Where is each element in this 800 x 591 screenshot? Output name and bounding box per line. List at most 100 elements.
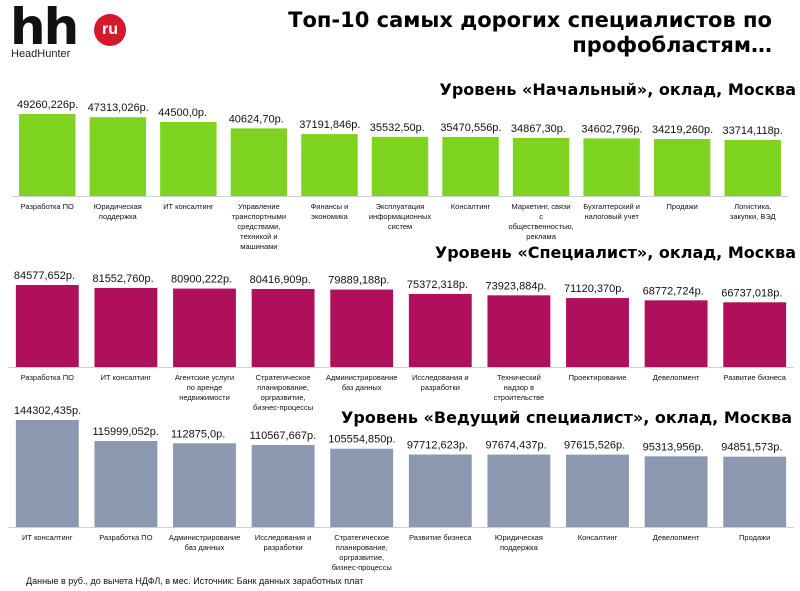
- category-label: Эксплуатация информационных систем: [369, 202, 432, 231]
- category-label: ИТ консалтинг: [163, 202, 214, 211]
- bar-value-label: 34602,796р.: [581, 123, 642, 135]
- section-title-entry: Уровень «Начальный», оклад, Москва: [439, 80, 796, 99]
- bar-value-label: 44500,0р.: [158, 107, 207, 119]
- section-title-specialist: Уровень «Специалист», оклад, Москва: [434, 243, 796, 262]
- footnote: Данные в руб., до вычета НДФЛ, в мес. Ис…: [26, 576, 364, 586]
- bar-value-label: 110567,667р.: [250, 430, 316, 442]
- bar-value-label: 97712,623р.: [407, 440, 468, 452]
- bar-5: [330, 289, 394, 367]
- category-label: Финансы и экономика: [311, 202, 349, 221]
- bar-8: [566, 454, 629, 527]
- category-label: Логистика, закупки, ВЭД: [730, 202, 776, 221]
- bar-1: [15, 285, 79, 367]
- category-label: Юридическая поддержка: [94, 202, 142, 221]
- bar-value-label: 37191,846р.: [299, 119, 360, 131]
- category-label: Технический надзор в строительстве: [494, 373, 545, 402]
- bar-7: [487, 454, 551, 527]
- bar-value-label: 115999,052р.: [92, 426, 158, 438]
- bar-9: [644, 456, 708, 527]
- bar-value-label: 79889,188р.: [328, 275, 389, 287]
- category-label: Продажи: [667, 202, 698, 211]
- bar-10: [653, 139, 711, 196]
- bar-value-label: 84577,652р.: [14, 270, 75, 282]
- category-label: Продажи: [739, 533, 770, 542]
- category-label: Консалтинг: [451, 202, 491, 211]
- bar-value-label: 95313,956р.: [643, 441, 704, 453]
- bar-value-label: 112875,0р.: [171, 428, 225, 440]
- bar-value-label: 49260,226р.: [17, 99, 78, 111]
- bar-value-label: 71120,370р.: [564, 283, 624, 295]
- category-label: Стратегическое планирование, оргразвитие, б…: [253, 373, 313, 412]
- bar-8: [566, 298, 629, 367]
- bar-6: [408, 454, 472, 527]
- category-label: Маркетинг, связи с общественностью, реклама: [508, 202, 573, 241]
- section-title-lead: Уровень «Ведущий специалист», оклад, Мос…: [341, 408, 792, 427]
- bar-11: [724, 139, 781, 196]
- bar-2: [89, 117, 147, 196]
- bar-value-label: 33714,118р.: [723, 125, 783, 137]
- category-label: Разработка ПО: [99, 533, 152, 542]
- category-label: Управление транспортными средствами, техник…: [232, 202, 286, 251]
- bar-value-label: 66737,018р.: [721, 287, 782, 299]
- bar-10: [723, 456, 787, 527]
- category-label: Юридическая поддержка: [495, 533, 543, 552]
- bar-value-label: 80416,909р.: [250, 274, 311, 286]
- category-label: Администрирование баз данных: [169, 533, 241, 552]
- bar-value-label: 75372,318р.: [407, 279, 468, 291]
- bar-5: [301, 134, 358, 196]
- logo-badge: ru: [94, 14, 126, 46]
- category-label: Исследования и разработки: [255, 533, 312, 552]
- category-label: Агентские услуги по аренде недвижимости: [175, 373, 234, 402]
- bar-10: [723, 302, 787, 367]
- bar-3: [173, 288, 236, 367]
- category-label: Развитие бизнеса: [723, 373, 786, 382]
- headhunter-logo: hh ru HeadHunter: [10, 0, 140, 64]
- bar-4: [251, 289, 315, 367]
- category-label: ИТ консалтинг: [22, 533, 73, 542]
- category-label: Проектирование: [569, 373, 627, 382]
- bar-6: [408, 293, 472, 367]
- bar-6: [371, 136, 429, 196]
- bar-value-label: 40624,70р.: [229, 113, 284, 125]
- chart-entry: 49260,226р. Разработка ПО 47313,026р. Юриди…: [12, 99, 788, 251]
- category-label: Консалтинг: [578, 533, 618, 542]
- bar-2: [94, 287, 158, 367]
- category-label: Администрирование баз данных: [326, 373, 398, 392]
- bar-value-label: 68772,724р.: [643, 285, 704, 297]
- chart-specialist: 84577,652р. Разработка ПО 81552,760р. ИТ ко…: [8, 270, 794, 412]
- bar-value-label: 34219,260р.: [652, 124, 713, 136]
- bar-value-label: 73923,884р.: [485, 280, 546, 292]
- bar-value-label: 97615,526р.: [564, 440, 625, 452]
- chart-lead: 144302,435р. ИТ консалтинг 115999,052р. Раз…: [8, 405, 794, 572]
- bar-value-label: 34867,30р.: [511, 123, 566, 135]
- bar-4: [251, 445, 315, 527]
- bar-4: [230, 128, 288, 196]
- category-label: Развитие бизнеса: [409, 533, 472, 542]
- bar-value-label: 97674,437р.: [485, 440, 546, 452]
- bar-7: [442, 136, 499, 196]
- bar-value-label: 35470,556р.: [440, 122, 501, 134]
- bar-3: [160, 121, 217, 196]
- bar-value-label: 81552,760р.: [92, 273, 153, 285]
- bar-8: [512, 137, 570, 196]
- category-label: Разработка ПО: [21, 373, 74, 382]
- bar-value-label: 105554,850р.: [328, 434, 395, 446]
- bar-value-label: 94851,573р.: [721, 442, 782, 454]
- category-label: Бухгалтерский и налоговый учет: [583, 202, 640, 221]
- bar-1: [15, 420, 79, 527]
- bar-value-label: 144302,435р.: [14, 405, 81, 417]
- category-label: ИТ консалтинг: [101, 373, 152, 382]
- logo-text: hh: [10, 0, 79, 56]
- category-label: Разработка ПО: [21, 202, 74, 211]
- bar-value-label: 47313,026р.: [88, 102, 149, 114]
- bar-9: [644, 300, 708, 367]
- logo-brand: HeadHunter: [11, 48, 71, 60]
- page-title: Топ-10 самых дорогих специалистов по про…: [288, 8, 772, 57]
- bar-1: [19, 114, 76, 196]
- bar-value-label: 80900,222р.: [171, 274, 232, 286]
- bar-2: [94, 440, 158, 527]
- bar-7: [487, 295, 551, 367]
- category-label: Стратегическое планирование, оргразвитие, б…: [332, 533, 392, 572]
- bar-9: [583, 138, 640, 196]
